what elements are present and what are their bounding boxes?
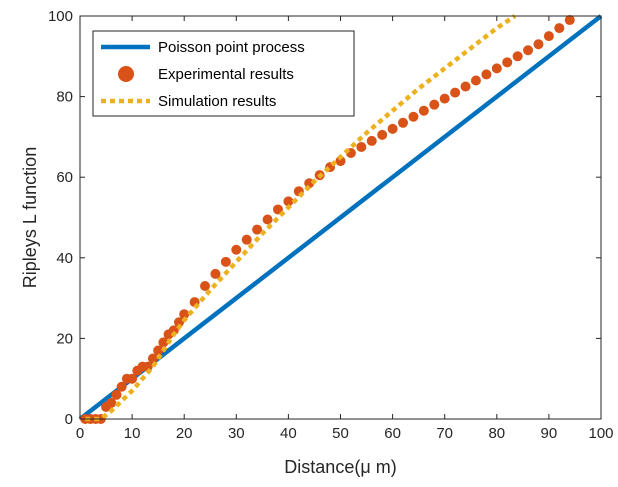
y-tick-label: 0 bbox=[65, 411, 73, 428]
experimental-point bbox=[491, 63, 502, 74]
experimental-point bbox=[377, 129, 388, 140]
legend-label: Experimental results bbox=[158, 66, 294, 83]
y-tick-label: 20 bbox=[56, 330, 73, 347]
x-tick-label: 90 bbox=[541, 425, 558, 442]
experimental-point bbox=[231, 244, 242, 255]
y-tick-label: 80 bbox=[56, 89, 73, 106]
experimental-point bbox=[147, 353, 158, 364]
series-layer bbox=[78, 14, 603, 424]
experimental-point bbox=[127, 373, 138, 384]
experimental-point bbox=[543, 31, 554, 42]
x-tick-label: 50 bbox=[332, 425, 349, 442]
x-tick-label: 80 bbox=[488, 425, 505, 442]
experimental-point bbox=[262, 214, 273, 225]
experimental-point bbox=[481, 69, 492, 80]
legend-label: Poisson point process bbox=[158, 39, 305, 56]
x-tick-label: 20 bbox=[176, 425, 193, 442]
experimental-point bbox=[366, 135, 377, 146]
experimental-point bbox=[470, 75, 481, 86]
x-tick-label: 60 bbox=[384, 425, 401, 442]
experimental-point bbox=[111, 389, 122, 400]
experimental-point bbox=[200, 281, 211, 292]
experimental-point bbox=[460, 81, 471, 92]
legend: Poisson point process Experimental result… bbox=[92, 30, 355, 117]
experimental-point bbox=[450, 87, 461, 98]
experimental-point bbox=[512, 51, 523, 62]
experimental-point bbox=[523, 45, 534, 56]
experimental-point bbox=[335, 156, 346, 167]
experimental-point bbox=[272, 204, 283, 215]
y-tick-label: 60 bbox=[56, 169, 73, 186]
experimental-point bbox=[356, 141, 367, 152]
legend-swatch-experimental bbox=[118, 66, 134, 82]
legend-label: Simulation results bbox=[158, 93, 276, 110]
experimental-point bbox=[533, 39, 544, 50]
experimental-point bbox=[304, 178, 315, 189]
experimental-point bbox=[210, 268, 221, 279]
experimental-point bbox=[429, 99, 440, 110]
experimental-point bbox=[439, 93, 450, 104]
series-simulation-line bbox=[85, 14, 517, 422]
y-tick-label: 100 bbox=[48, 8, 73, 25]
series-poisson-line bbox=[78, 14, 603, 421]
experimental-point bbox=[564, 15, 575, 26]
experimental-point bbox=[418, 105, 429, 116]
experimental-point bbox=[408, 111, 419, 122]
y-tick-label: 40 bbox=[56, 250, 73, 267]
experimental-point bbox=[283, 196, 294, 207]
tick-layer: 0 10 20 30 40 50 60 70 80 90 100 0 20 40 60 80 100 bbox=[48, 8, 614, 442]
experimental-point bbox=[554, 23, 565, 34]
x-tick-label: 40 bbox=[280, 425, 297, 442]
x-tick-label: 0 bbox=[76, 425, 84, 442]
experimental-point bbox=[142, 361, 153, 372]
x-tick-label: 100 bbox=[588, 425, 613, 442]
experimental-point bbox=[241, 234, 252, 245]
experimental-point bbox=[153, 345, 164, 356]
experimental-point bbox=[252, 224, 263, 235]
x-axis-label: Distance(μ m) bbox=[284, 457, 396, 477]
x-tick-label: 70 bbox=[436, 425, 453, 442]
experimental-point bbox=[502, 57, 513, 68]
experimental-point bbox=[398, 117, 409, 128]
experimental-point bbox=[387, 123, 398, 134]
x-tick-label: 10 bbox=[124, 425, 141, 442]
experimental-point bbox=[106, 397, 117, 408]
experimental-point bbox=[179, 309, 190, 320]
experimental-point bbox=[116, 381, 127, 392]
y-axis-label: Ripleys L function bbox=[20, 147, 40, 288]
experimental-point bbox=[173, 317, 184, 328]
experimental-point bbox=[220, 256, 231, 267]
experimental-point bbox=[158, 337, 169, 348]
x-tick-label: 30 bbox=[228, 425, 245, 442]
